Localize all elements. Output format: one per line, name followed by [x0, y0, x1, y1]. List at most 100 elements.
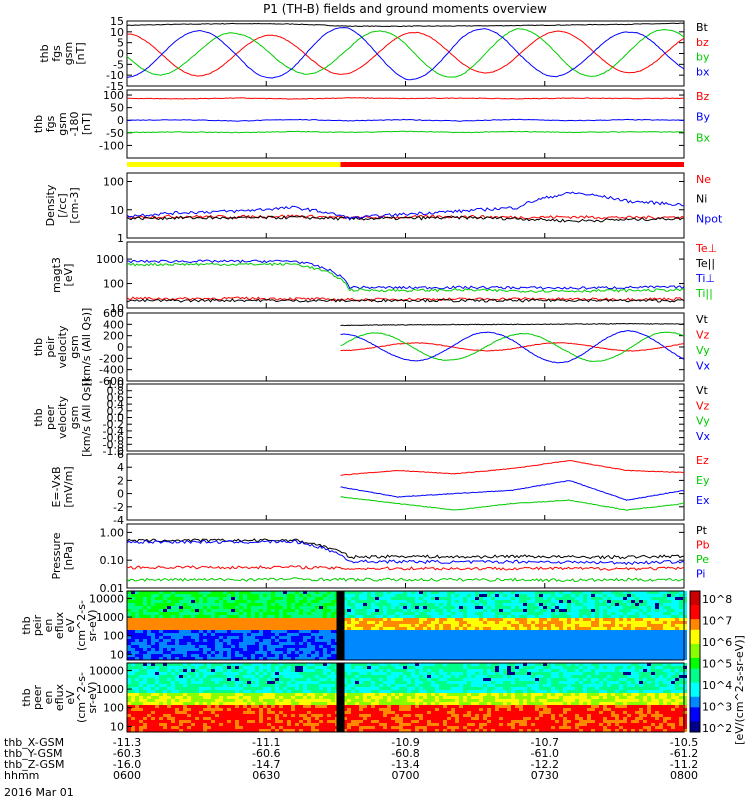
spectrogram-cell: [127, 720, 131, 723]
spectrogram-cell: [379, 615, 383, 618]
spectrogram-cell: [567, 594, 571, 597]
spectrogram-cell: [259, 723, 263, 726]
spectrogram-cell: [375, 627, 379, 630]
spectrogram-cell: [139, 633, 143, 636]
spectrogram-cell: [263, 594, 267, 597]
spectrogram-cell: [663, 621, 667, 624]
spectrogram-cell: [275, 720, 279, 723]
spectrogram-cell: [387, 633, 391, 636]
spectrogram-cell: [243, 681, 247, 684]
spectrogram-cell: [547, 594, 551, 597]
spectrogram-cell: [471, 645, 475, 648]
spectrogram-cell: [671, 642, 675, 645]
spectrogram-cell: [135, 630, 139, 633]
spectrogram-cell: [219, 675, 223, 678]
spectrogram-cell: [167, 606, 171, 609]
spectrogram-cell: [247, 663, 251, 666]
spectrogram-cell: [375, 618, 379, 621]
spectrogram-cell: [331, 603, 335, 606]
spectrogram-cell: [443, 591, 447, 594]
spectrogram-cell: [267, 708, 271, 711]
spectrogram-cell: [675, 594, 679, 597]
spectrogram-cell: [183, 696, 187, 699]
spectrogram-cell: [487, 612, 491, 615]
spectrogram-cell: [151, 636, 155, 639]
spectrogram-cell: [127, 729, 131, 732]
spectrogram-cell: [615, 651, 619, 654]
spectrogram-cell: [667, 636, 671, 639]
spectrogram-cell: [539, 609, 543, 612]
spectrogram-cell: [135, 669, 139, 672]
spectrogram-cell: [315, 672, 319, 675]
spectrogram-cell: [195, 723, 199, 726]
spectrogram-cell: [331, 648, 335, 651]
spectrogram-cell: [487, 597, 491, 600]
spectrogram-cell: [283, 597, 287, 600]
spectrogram-cell: [427, 624, 431, 627]
spectrogram-cell: [203, 603, 207, 606]
spectrogram-cell: [207, 636, 211, 639]
spectrogram-cell: [579, 639, 583, 642]
spectrogram-cell: [275, 594, 279, 597]
spectrogram-cell: [291, 705, 295, 708]
spectrogram-cell: [223, 717, 227, 720]
spectrogram-cell: [271, 651, 275, 654]
spectrogram-cell: [239, 714, 243, 717]
spectrogram-cell: [371, 627, 375, 630]
spectrogram-cell: [331, 696, 335, 699]
spectrogram-cell: [399, 597, 403, 600]
spectrogram-cell: [167, 723, 171, 726]
spectrogram-cell: [427, 633, 431, 636]
spectrogram-cell: [223, 636, 227, 639]
spectrogram-cell: [207, 711, 211, 714]
spectrogram-cell: [295, 720, 299, 723]
spectrogram-cell: [315, 636, 319, 639]
spectrogram-cell: [523, 645, 527, 648]
spectrogram-cell: [399, 657, 403, 660]
spectrogram-cell: [191, 666, 195, 669]
spectrogram-cell: [603, 657, 607, 660]
spectrogram-cell: [355, 606, 359, 609]
spectrogram-cell: [475, 615, 479, 618]
spectrogram-cell: [159, 603, 163, 606]
spectrogram-cell: [367, 723, 371, 726]
spectrogram-cell: [307, 708, 311, 711]
spectrogram-cell: [127, 636, 131, 639]
spectrogram-cell: [211, 651, 215, 654]
spectrogram-cell: [127, 699, 131, 702]
spectrogram-cell: [259, 666, 263, 669]
spectrogram-cell: [187, 642, 191, 645]
spectrogram-cell: [511, 657, 515, 660]
spectrogram-cell: [307, 702, 311, 705]
spectrogram-cell: [151, 729, 155, 732]
spectrogram-cell: [535, 621, 539, 624]
spectrogram-cell: [287, 627, 291, 630]
spectrogram-cell: [363, 603, 367, 606]
spectrogram-cell: [403, 627, 407, 630]
spectrogram-cell: [595, 657, 599, 660]
spectrogram-cell: [367, 687, 371, 690]
spectrogram-cell: [307, 690, 311, 693]
spectrogram-cell: [539, 636, 543, 639]
spectrogram-cell: [611, 615, 615, 618]
spectrogram-cell: [235, 630, 239, 633]
spectrogram-cell: [619, 618, 623, 621]
spectrogram-cell: [383, 597, 387, 600]
spectrogram-cell: [519, 639, 523, 642]
spectrogram-cell: [375, 729, 379, 732]
spectrogram-cell: [579, 627, 583, 630]
spectrogram-cell: [419, 654, 423, 657]
spectrogram-cell: [311, 663, 315, 666]
spectrogram-cell: [167, 627, 171, 630]
spectrogram-cell: [371, 726, 375, 729]
spectrogram-cell: [307, 633, 311, 636]
spectrogram-cell: [415, 630, 419, 633]
spectrogram-cell: [419, 600, 423, 603]
spectrogram-cell: [303, 720, 307, 723]
y-axis-label-line: thb: [32, 338, 45, 356]
spectrogram-cell: [503, 627, 507, 630]
spectrogram-cell: [199, 609, 203, 612]
spectrogram-cell: [599, 630, 603, 633]
spectrograms: 10000100010010thbpeirenefluxeV(cm^2-s-sr…: [20, 590, 687, 733]
spectrogram-cell: [267, 687, 271, 690]
